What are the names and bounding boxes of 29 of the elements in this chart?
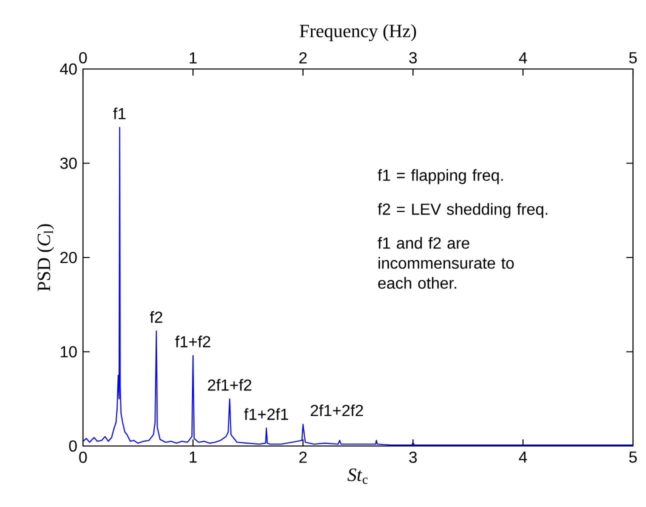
- annotation: f1+f2: [175, 336, 210, 348]
- x-tick-label: 0: [79, 452, 87, 463]
- x2-tick-label: 0: [79, 52, 87, 64]
- y-tick-label: 20: [60, 252, 77, 264]
- x2-tick-label: 1: [190, 52, 197, 64]
- y-tick-label: 30: [60, 158, 77, 169]
- annotation: f1 and f2 are incommensurate to each other.: [378, 237, 514, 289]
- x-tick-label: 1: [190, 452, 197, 463]
- annotation: f1+2f1: [244, 408, 288, 420]
- y-tick-label: 0: [69, 440, 77, 452]
- x2-tick-label: 3: [409, 52, 417, 64]
- y-axis-title: PSD (C$_{l}$): [37, 224, 54, 292]
- annotation: 2f1+f2: [208, 379, 252, 391]
- x2-tick-label: 4: [518, 52, 527, 64]
- x2-axis-title: Frequency (Hz): [300, 24, 416, 42]
- y-tick-label: 40: [60, 63, 77, 75]
- x2-tick-label: 2: [299, 52, 307, 64]
- annotation: f1 = flapping freq.: [378, 169, 503, 184]
- x-axis-title: St$_{c}$: [348, 468, 368, 484]
- y-tick-label: 10: [60, 346, 77, 358]
- x-tick-label: 5: [629, 452, 637, 463]
- annotation: f2 = LEV shedding freq.: [378, 203, 548, 218]
- annotation: f1: [113, 108, 126, 120]
- x-tick-label: 4: [518, 452, 527, 463]
- annotation: 2f1+2f2: [310, 404, 363, 416]
- annotation: f2: [150, 311, 162, 323]
- x-tick-label: 2: [299, 452, 307, 463]
- x-tick-label: 3: [409, 452, 417, 463]
- x2-tick-label: 5: [629, 52, 637, 64]
